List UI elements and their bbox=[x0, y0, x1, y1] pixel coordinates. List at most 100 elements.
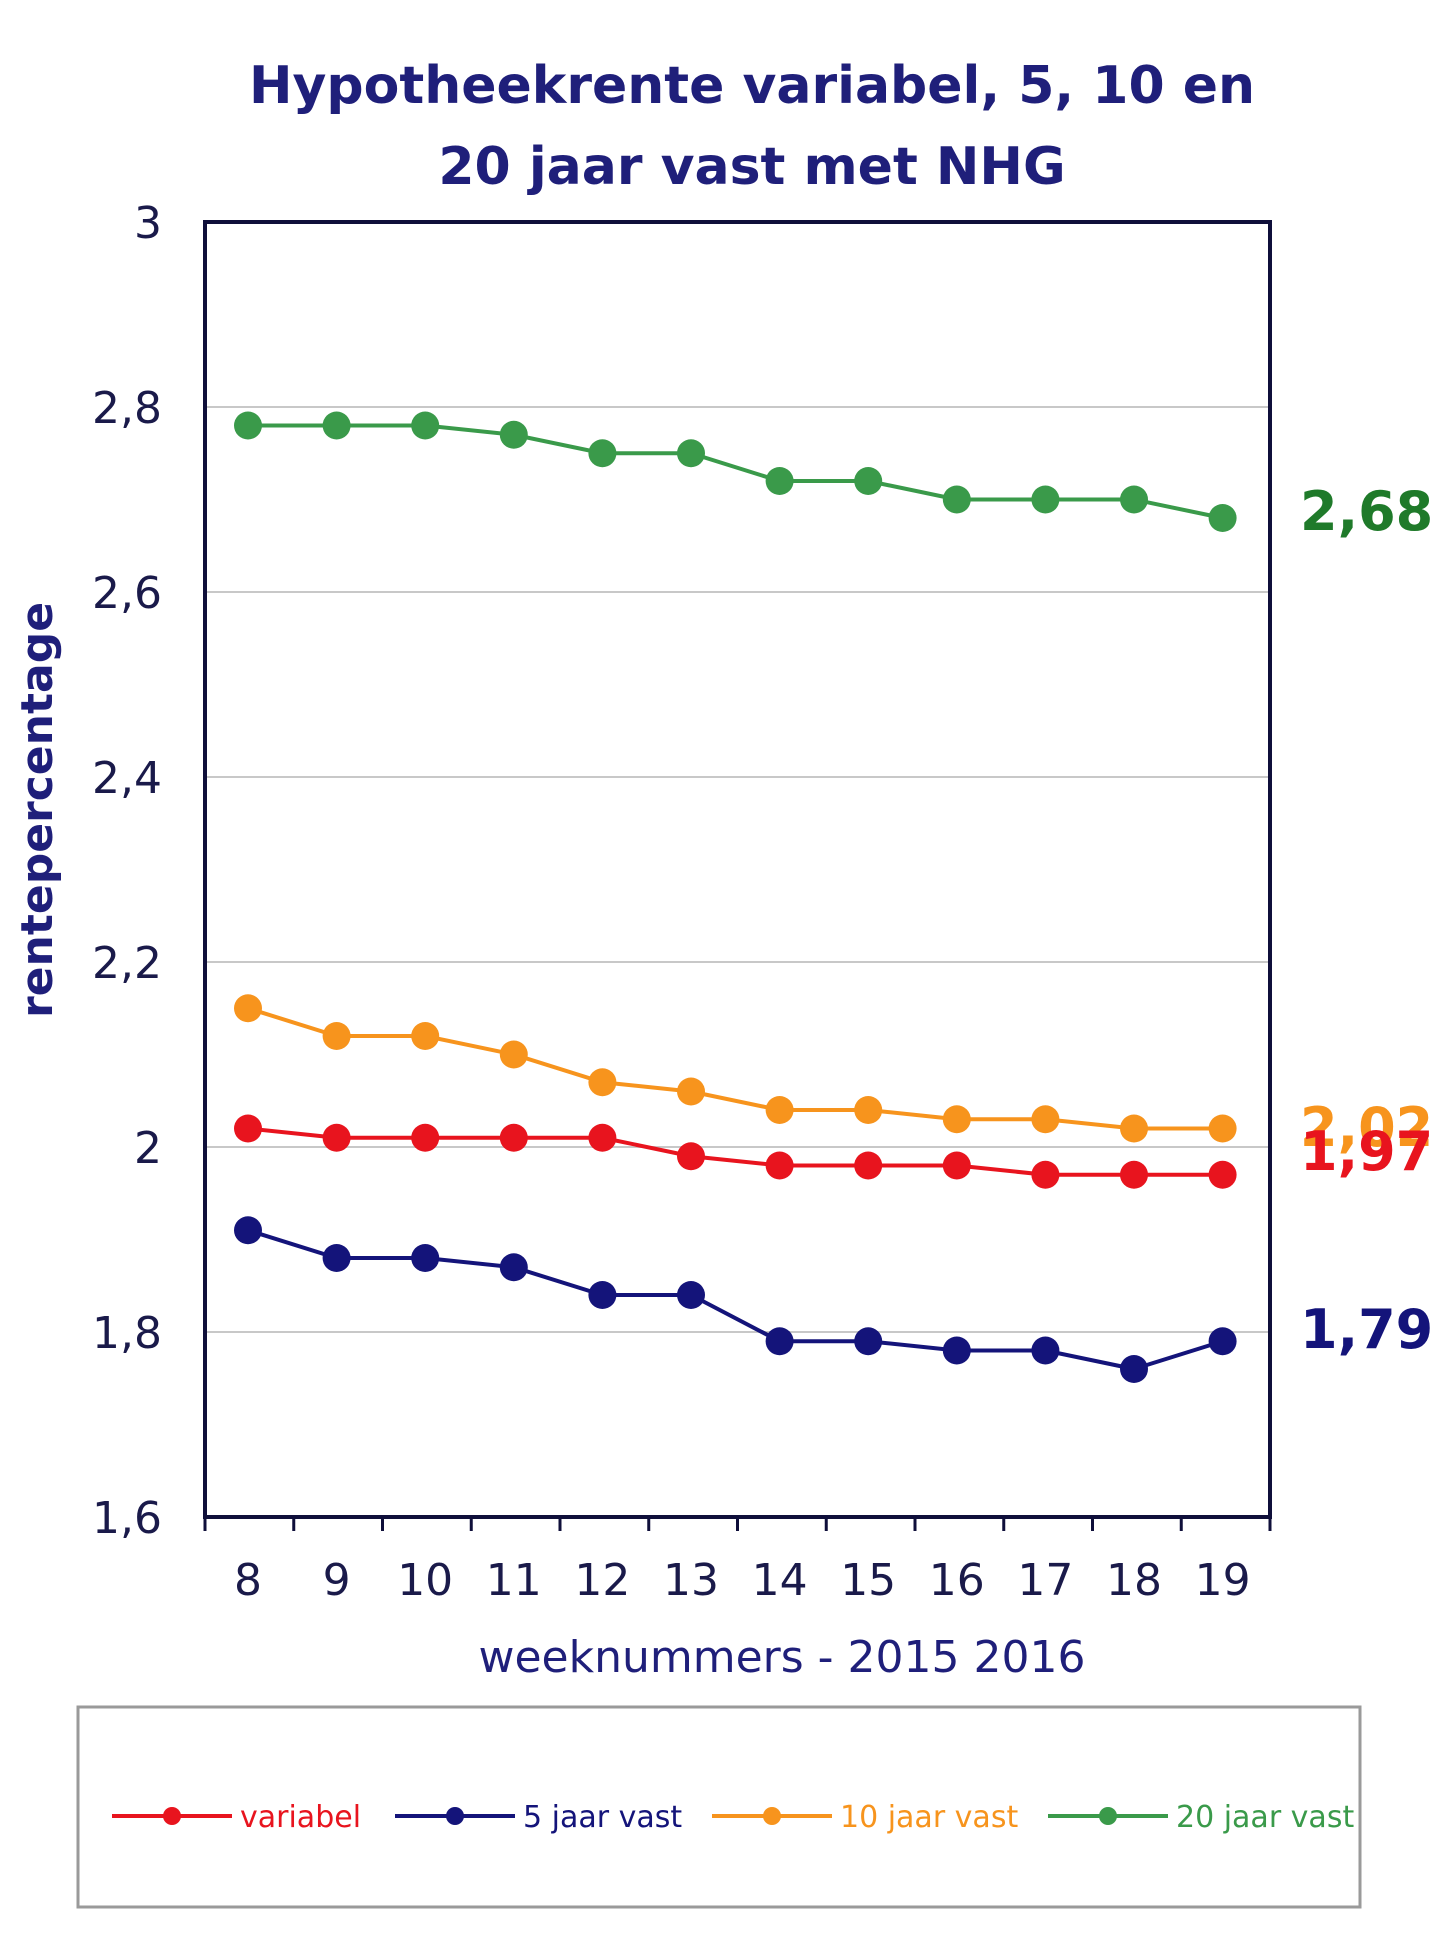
x-tick-label: 15 bbox=[840, 1555, 896, 1606]
data-point bbox=[942, 1151, 971, 1180]
data-point bbox=[588, 1068, 617, 1097]
data-point bbox=[1208, 1114, 1237, 1143]
y-tick-label: 1,6 bbox=[92, 1493, 162, 1544]
data-point bbox=[499, 1040, 528, 1069]
x-tick-label: 12 bbox=[574, 1555, 630, 1606]
y-axis-ticks: 1,6 1,8 2 2,2 2,4 2,6 2,8 3 bbox=[92, 198, 162, 1544]
data-point bbox=[1031, 1336, 1060, 1365]
chart-title: Hypotheekrente variabel, 5, 10 en 20 jaa… bbox=[249, 56, 1255, 197]
y-axis-label: rentepercentage bbox=[12, 602, 63, 1018]
data-point bbox=[854, 1151, 883, 1180]
x-tick-label: 13 bbox=[663, 1555, 719, 1606]
data-point bbox=[1031, 485, 1060, 514]
data-point bbox=[234, 994, 262, 1023]
chart-title-line-1: Hypotheekrente variabel, 5, 10 en bbox=[249, 56, 1255, 116]
data-point bbox=[1208, 1327, 1237, 1356]
y-tick-label: 3 bbox=[134, 198, 162, 249]
data-point bbox=[499, 1253, 528, 1282]
legend-swatch-marker bbox=[1099, 1807, 1117, 1825]
data-point bbox=[1208, 1160, 1237, 1189]
data-point bbox=[677, 1077, 705, 1106]
series-lines bbox=[234, 411, 1237, 1383]
data-point bbox=[411, 411, 440, 440]
y-tick-label: 2,8 bbox=[92, 383, 162, 434]
data-point bbox=[1208, 504, 1237, 532]
plot-area-border bbox=[203, 220, 1272, 1519]
series-line bbox=[247, 1006, 1223, 1131]
x-tick-label: 14 bbox=[752, 1555, 808, 1606]
data-point bbox=[854, 467, 883, 495]
x-tick-label: 19 bbox=[1195, 1555, 1251, 1606]
legend-box bbox=[76, 1705, 1362, 1909]
data-point bbox=[234, 411, 262, 440]
x-tick-label: 17 bbox=[1017, 1555, 1073, 1606]
data-point bbox=[942, 1336, 971, 1365]
data-point bbox=[1031, 1105, 1060, 1134]
data-point bbox=[765, 1327, 794, 1356]
data-point bbox=[854, 1096, 883, 1124]
x-tick-label: 10 bbox=[397, 1555, 453, 1606]
data-point bbox=[234, 1114, 262, 1143]
legend-item-variabel: variabel bbox=[112, 1800, 361, 1835]
data-point bbox=[588, 1123, 617, 1152]
data-point bbox=[942, 1105, 971, 1134]
legend-item-10-jaar-vast: 10 jaar vast bbox=[712, 1800, 1018, 1835]
x-axis-ticks: 8 9 10 11 12 13 14 15 16 17 18 19 bbox=[203, 1517, 1272, 1606]
legend-swatch-marker bbox=[446, 1807, 464, 1825]
legend-item-20-jaar-vast: 20 jaar vast bbox=[1048, 1800, 1354, 1835]
data-point bbox=[677, 1281, 705, 1309]
data-point bbox=[1120, 485, 1148, 514]
series-20-jaar-vast bbox=[234, 411, 1237, 532]
chart-title-line-2: 20 jaar vast met NHG bbox=[438, 137, 1065, 197]
legend-items: variabel 5 jaar vast 10 jaar vast 20 jaar v… bbox=[112, 1800, 1354, 1835]
data-point bbox=[411, 1022, 440, 1050]
data-point bbox=[765, 1151, 794, 1180]
grid-lines bbox=[205, 406, 1270, 1333]
data-point bbox=[677, 1142, 705, 1171]
data-point bbox=[765, 1096, 794, 1124]
x-axis-label: weeknummers - 2015 2016 bbox=[479, 1632, 1086, 1683]
legend-label: 10 jaar vast bbox=[840, 1800, 1018, 1835]
y-tick-label: 2 bbox=[134, 1123, 162, 1174]
end-label-5-jaar-vast: 1,79 bbox=[1300, 1298, 1433, 1361]
end-label-10-jaar-vast: 2,02 bbox=[1300, 1096, 1433, 1159]
legend-swatch-marker bbox=[763, 1807, 781, 1825]
data-point bbox=[234, 1216, 262, 1245]
y-tick-label: 2,4 bbox=[92, 753, 162, 804]
legend-label: 20 jaar vast bbox=[1176, 1800, 1354, 1835]
data-point bbox=[765, 467, 794, 495]
data-point bbox=[588, 439, 617, 468]
x-tick-label: 18 bbox=[1106, 1555, 1162, 1606]
x-tick-label: 8 bbox=[234, 1555, 262, 1606]
data-point bbox=[588, 1281, 617, 1309]
series-10-jaar-vast bbox=[234, 994, 1237, 1143]
legend-label: variabel bbox=[240, 1800, 361, 1835]
y-tick-label: 1,8 bbox=[92, 1308, 162, 1359]
data-point bbox=[1120, 1114, 1148, 1143]
series-variabel bbox=[234, 1114, 1237, 1189]
x-tick-label: 11 bbox=[486, 1555, 542, 1606]
data-point bbox=[1031, 1160, 1060, 1189]
end-label-variabel: 1,97 bbox=[1300, 1120, 1433, 1183]
data-point bbox=[322, 1123, 351, 1152]
data-point bbox=[322, 1244, 351, 1272]
data-point bbox=[1120, 1160, 1148, 1189]
data-point bbox=[411, 1123, 440, 1152]
legend-item-5-jaar-vast: 5 jaar vast bbox=[395, 1800, 682, 1835]
x-tick-label: 9 bbox=[323, 1555, 351, 1606]
data-point bbox=[677, 439, 705, 468]
end-label-20-jaar-vast: 2,68 bbox=[1300, 480, 1433, 543]
data-point bbox=[411, 1244, 440, 1272]
series-line bbox=[247, 1126, 1223, 1177]
y-tick-label: 2,6 bbox=[92, 568, 162, 619]
data-point bbox=[322, 1022, 351, 1050]
series-end-labels: 2,68 2,021,97 1,79 bbox=[1300, 480, 1433, 1361]
data-point bbox=[499, 1123, 528, 1152]
series-5-jaar-vast bbox=[234, 1216, 1237, 1383]
series-line bbox=[247, 1228, 1224, 1372]
data-point bbox=[322, 411, 351, 440]
data-point bbox=[499, 420, 528, 449]
legend-swatch-marker bbox=[163, 1807, 181, 1825]
